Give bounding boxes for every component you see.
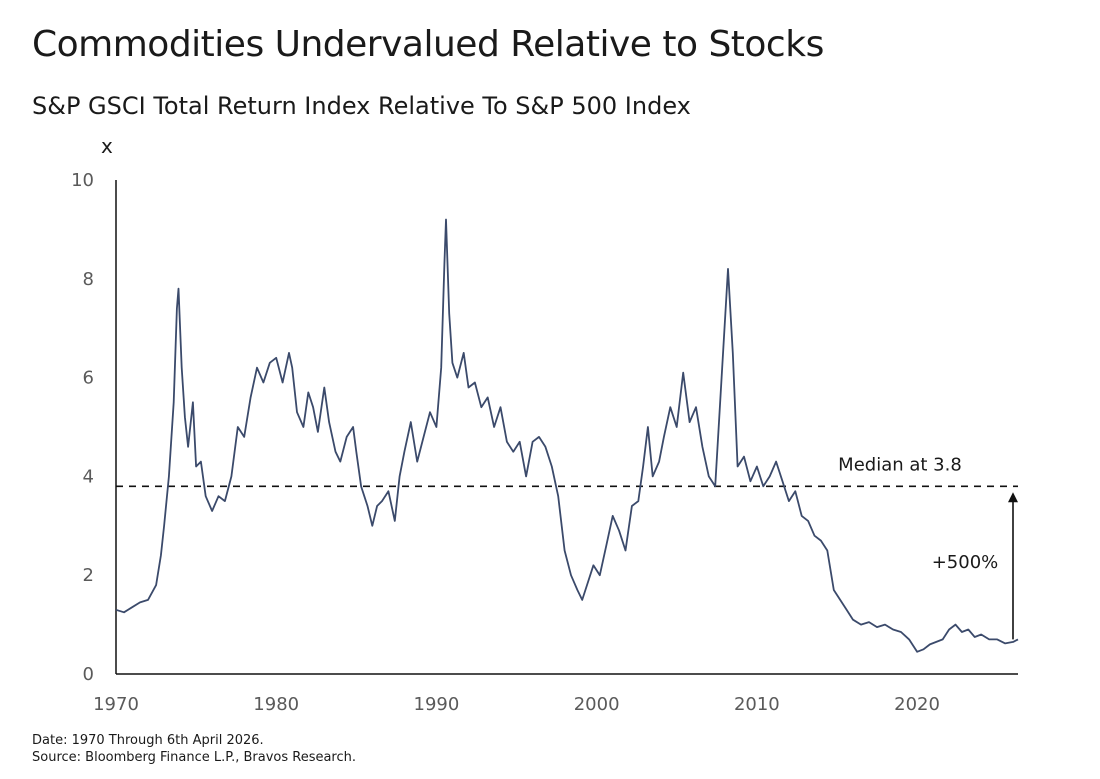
chart-title: Commodities Undervalued Relative to Stoc… bbox=[32, 24, 824, 65]
median-label: Median at 3.8 bbox=[838, 454, 962, 475]
arrow-head bbox=[1008, 492, 1018, 503]
footnote-date: Date: 1970 Through 6th April 2026. bbox=[32, 733, 264, 748]
annotation-group: +500% bbox=[932, 492, 1018, 640]
y-tick-label: 8 bbox=[83, 269, 94, 290]
median-reference: Median at 3.8 bbox=[116, 454, 1018, 488]
arrow-label: +500% bbox=[932, 552, 999, 573]
y-tick-label: 6 bbox=[83, 368, 94, 389]
y-tick-label: 0 bbox=[83, 664, 94, 685]
chart-ticks: 0 2 4 6 8 10 1970 1980 1990 2000 2010 2020 bbox=[71, 170, 940, 715]
x-tick-label: 2010 bbox=[734, 694, 780, 715]
y-axis-label: x bbox=[101, 134, 113, 158]
y-tick-label: 2 bbox=[83, 565, 94, 586]
x-tick-label: 1970 bbox=[93, 694, 139, 715]
chart-subtitle: S&P GSCI Total Return Index Relative To … bbox=[32, 92, 691, 120]
footnote-source: Source: Bloomberg Finance L.P., Bravos R… bbox=[32, 750, 357, 765]
x-tick-label: 2000 bbox=[574, 694, 620, 715]
y-tick-label: 4 bbox=[83, 466, 94, 487]
x-tick-label: 2020 bbox=[894, 694, 940, 715]
x-tick-label: 1990 bbox=[414, 694, 460, 715]
series-group bbox=[115, 218, 1019, 653]
series-line bbox=[115, 218, 1019, 653]
x-tick-label: 1980 bbox=[253, 694, 299, 715]
chart-axes bbox=[115, 180, 1018, 675]
y-tick-label: 10 bbox=[71, 170, 94, 191]
